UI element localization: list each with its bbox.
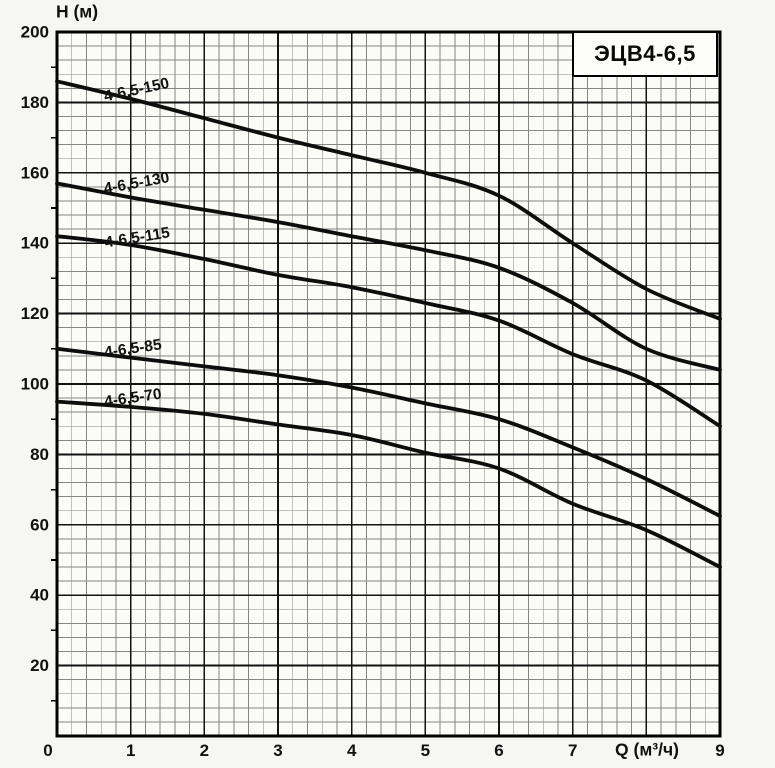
x-tick-label: 3 [273, 741, 282, 760]
y-tick-label: 60 [30, 515, 49, 534]
x-tick-labels: 0 1 2 3 4 5 6 7 9 [43, 741, 724, 760]
x-axis-title: Q (м³/ч) [615, 739, 679, 760]
x-tick-label: 1 [126, 741, 135, 760]
y-axis-title: H (м) [55, 1, 99, 22]
y-tick-label: 160 [21, 163, 49, 182]
y-tick-labels: 20 40 60 80 100 120 140 160 180 200 [21, 23, 49, 676]
pump-curve [55, 181, 722, 372]
y-tick-label: 100 [21, 375, 49, 394]
x-tick-label: 5 [421, 741, 430, 760]
x-tick-label: 4 [347, 741, 357, 760]
y-tick-label: 140 [21, 234, 49, 253]
pump-model-title: ЭЦВ4-6,5 [594, 41, 696, 66]
y-tick-label: 180 [21, 93, 49, 112]
y-tick-label: 80 [30, 445, 49, 464]
y-tick-label: 200 [21, 23, 49, 42]
x-tick-label: 9 [715, 741, 724, 760]
y-tick-label: 20 [30, 656, 49, 675]
x-tick-label: 2 [200, 741, 209, 760]
pump-curve [55, 399, 722, 569]
pump-curve [55, 346, 722, 518]
y-tick-label: 40 [30, 586, 49, 605]
pump-curves [55, 79, 722, 569]
x-tick-label: 6 [494, 741, 503, 760]
pump-curve [55, 234, 722, 429]
pump-model-title-box: ЭЦВ4-6,5 [572, 31, 718, 77]
plot-frame [55, 30, 722, 738]
pump-curve [55, 79, 722, 321]
x-tick-label: 0 [43, 741, 52, 760]
y-tick-label: 120 [21, 304, 49, 323]
x-tick-label: 7 [568, 741, 577, 760]
